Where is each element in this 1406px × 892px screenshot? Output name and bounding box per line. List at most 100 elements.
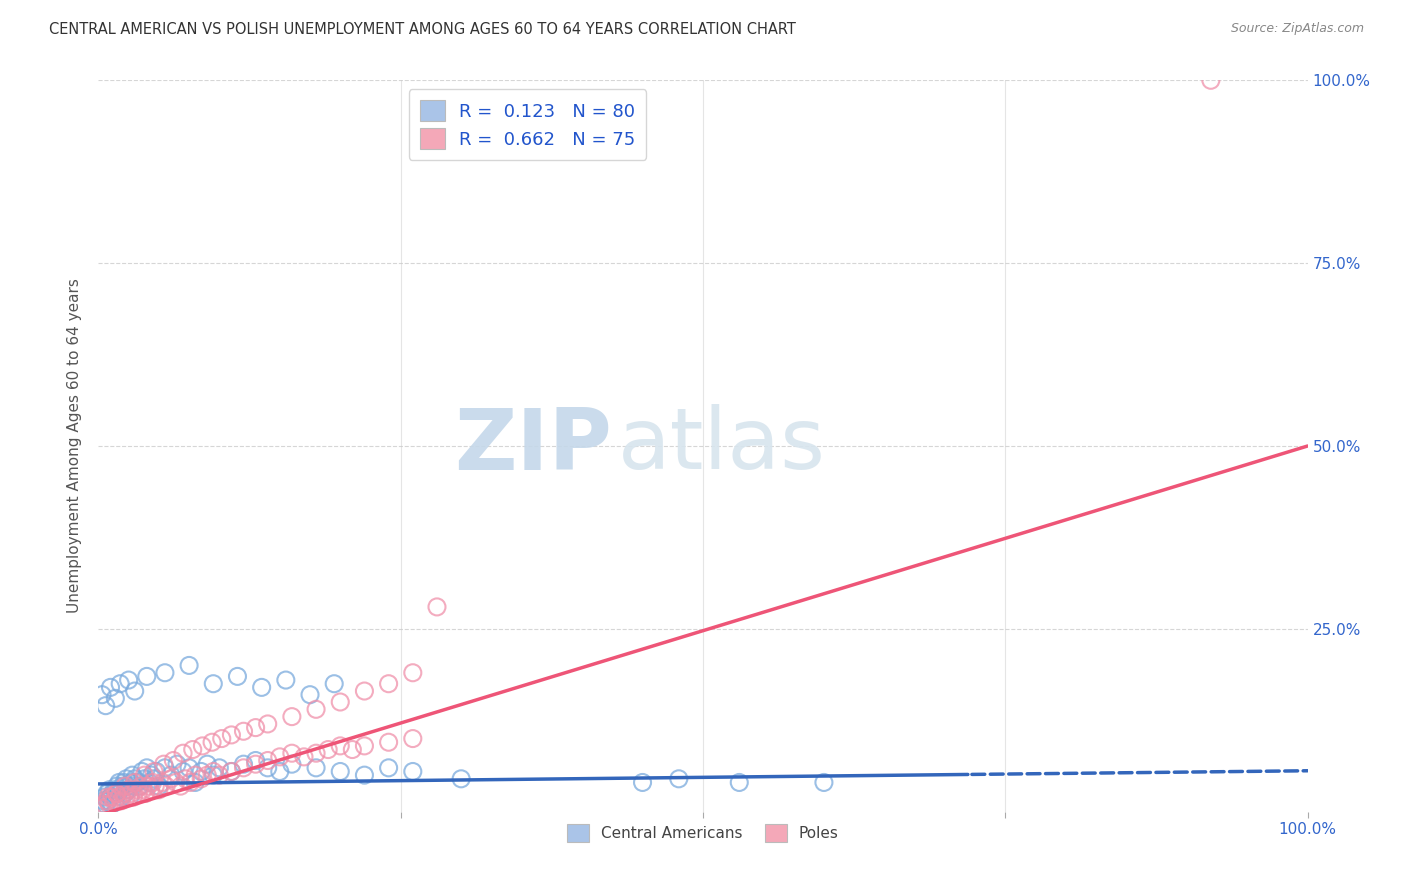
Text: CENTRAL AMERICAN VS POLISH UNEMPLOYMENT AMONG AGES 60 TO 64 YEARS CORRELATION CH: CENTRAL AMERICAN VS POLISH UNEMPLOYMENT … <box>49 22 796 37</box>
Point <box>100 681 122 695</box>
Point <box>143 772 166 786</box>
Point <box>100 797 122 812</box>
Point <box>97 794 120 808</box>
Point <box>256 754 278 768</box>
Point <box>402 665 425 680</box>
Point <box>124 772 146 786</box>
Point <box>184 768 207 782</box>
Point <box>402 764 425 779</box>
Point <box>165 775 187 789</box>
Point <box>305 761 328 775</box>
Point <box>169 779 191 793</box>
Point <box>342 742 364 756</box>
Point <box>142 775 165 789</box>
Point <box>162 754 184 768</box>
Point <box>316 742 339 756</box>
Point <box>353 768 375 782</box>
Point <box>195 768 218 782</box>
Point <box>221 728 243 742</box>
Point <box>105 787 128 801</box>
Point <box>329 764 352 779</box>
Point <box>100 790 122 805</box>
Point <box>245 757 267 772</box>
Point <box>105 779 128 793</box>
Point <box>128 779 150 793</box>
Point <box>201 735 224 749</box>
Point <box>127 775 149 789</box>
Point <box>124 684 146 698</box>
Point <box>190 764 212 779</box>
Point <box>305 746 328 760</box>
Point <box>226 669 249 683</box>
Point <box>353 684 375 698</box>
Point <box>155 779 177 793</box>
Point <box>98 797 121 812</box>
Point <box>402 731 425 746</box>
Point <box>129 779 152 793</box>
Point <box>152 757 174 772</box>
Text: atlas: atlas <box>619 404 827 488</box>
Y-axis label: Unemployment Among Ages 60 to 64 years: Unemployment Among Ages 60 to 64 years <box>67 278 83 614</box>
Point <box>292 749 315 764</box>
Point <box>120 775 142 789</box>
Point <box>153 665 176 680</box>
Point <box>208 768 231 782</box>
Point <box>108 676 131 690</box>
Point <box>281 757 304 772</box>
Point <box>145 764 167 779</box>
Point <box>1199 73 1222 87</box>
Point <box>172 764 194 779</box>
Point <box>377 761 399 775</box>
Point <box>100 790 122 805</box>
Point <box>104 691 127 706</box>
Point <box>179 658 201 673</box>
Point <box>132 782 155 797</box>
Point <box>377 676 399 690</box>
Point <box>108 775 131 789</box>
Point <box>353 739 375 753</box>
Point <box>135 761 157 775</box>
Point <box>94 698 117 713</box>
Point <box>208 761 231 775</box>
Point <box>93 797 115 812</box>
Point <box>136 779 159 793</box>
Point <box>269 749 291 764</box>
Point <box>166 757 188 772</box>
Point <box>118 782 141 797</box>
Point <box>93 790 115 805</box>
Point <box>131 764 153 779</box>
Point <box>138 775 160 789</box>
Point <box>127 787 149 801</box>
Point <box>107 787 129 801</box>
Point <box>426 599 449 614</box>
Point <box>181 742 204 756</box>
Point <box>125 782 148 797</box>
Point <box>148 782 170 797</box>
Point <box>250 681 273 695</box>
Point <box>104 794 127 808</box>
Point <box>232 757 254 772</box>
Point <box>96 794 118 808</box>
Point <box>105 787 128 801</box>
Point <box>124 775 146 789</box>
Point <box>94 797 117 812</box>
Point <box>110 790 132 805</box>
Point <box>256 717 278 731</box>
Point <box>211 731 233 746</box>
Point <box>91 794 114 808</box>
Point <box>195 757 218 772</box>
Point <box>112 775 135 789</box>
Point <box>141 768 163 782</box>
Point <box>96 787 118 801</box>
Point <box>668 772 690 786</box>
Point <box>115 790 138 805</box>
Point <box>90 797 112 812</box>
Point <box>111 779 134 793</box>
Point <box>103 794 125 808</box>
Point <box>232 724 254 739</box>
Point <box>153 761 176 775</box>
Point <box>110 794 132 808</box>
Point <box>118 790 141 805</box>
Text: Source: ZipAtlas.com: Source: ZipAtlas.com <box>1230 22 1364 36</box>
Point <box>190 772 212 786</box>
